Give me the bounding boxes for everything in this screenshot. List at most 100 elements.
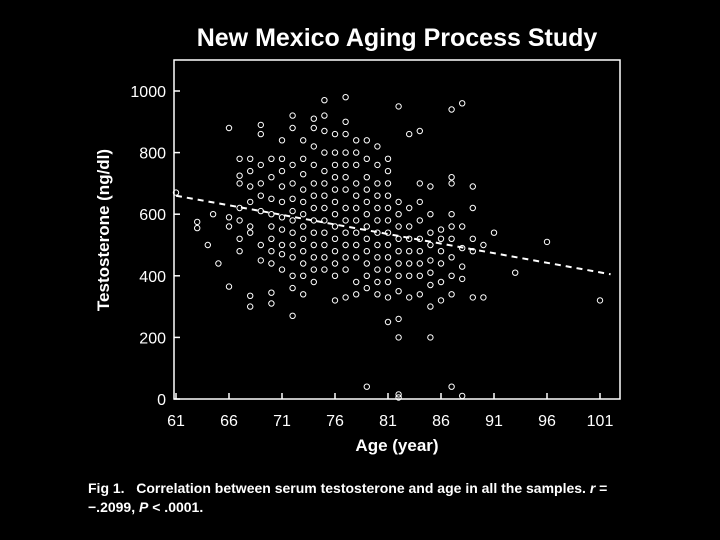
data-point xyxy=(331,198,339,206)
data-point xyxy=(247,229,254,236)
data-point xyxy=(331,149,339,156)
data-point xyxy=(363,223,370,230)
data-point xyxy=(268,289,275,296)
data-point xyxy=(278,226,286,233)
data-point xyxy=(268,174,275,181)
data-point xyxy=(416,291,423,298)
data-point xyxy=(363,260,370,267)
data-point xyxy=(310,217,317,224)
data-point xyxy=(342,174,349,181)
data-point xyxy=(395,211,402,218)
data-point xyxy=(374,217,381,224)
data-point xyxy=(406,272,413,279)
data-point xyxy=(194,224,201,232)
data-point xyxy=(247,292,254,299)
data-point xyxy=(353,291,360,298)
data-point xyxy=(363,248,370,255)
data-point xyxy=(353,180,360,187)
data-point xyxy=(331,211,339,218)
data-point xyxy=(459,275,466,283)
data-point xyxy=(384,278,392,286)
data-point xyxy=(225,124,233,132)
data-point xyxy=(374,204,381,212)
data-point xyxy=(406,235,413,243)
data-point xyxy=(289,195,296,203)
data-point xyxy=(480,294,487,301)
x-tick-label: 81 xyxy=(379,413,397,430)
data-point xyxy=(395,103,402,110)
data-point xyxy=(363,211,370,218)
data-point xyxy=(363,383,370,390)
data-point xyxy=(395,198,402,206)
data-point xyxy=(353,161,360,169)
data-point xyxy=(310,204,317,212)
data-point xyxy=(268,195,275,203)
data-point xyxy=(289,124,296,132)
data-point xyxy=(278,241,286,249)
data-point xyxy=(331,235,339,243)
data-point xyxy=(363,174,370,181)
y-tick-label: 800 xyxy=(139,146,166,163)
caption-r-symbol: r xyxy=(589,480,596,496)
data-point xyxy=(289,284,296,292)
data-point xyxy=(300,291,307,298)
data-point xyxy=(406,130,413,138)
data-point xyxy=(247,198,254,206)
data-point xyxy=(268,235,275,243)
data-point xyxy=(331,272,339,279)
data-point xyxy=(310,124,317,132)
data-point xyxy=(384,294,392,301)
data-point xyxy=(437,235,445,243)
data-point xyxy=(225,214,233,221)
data-point xyxy=(374,192,381,199)
data-point xyxy=(225,223,233,230)
data-point xyxy=(236,235,243,243)
x-tick-label: 86 xyxy=(432,413,450,430)
data-point xyxy=(384,155,392,163)
data-point xyxy=(331,297,339,304)
data-point xyxy=(289,112,296,119)
data-point xyxy=(448,106,455,113)
data-point xyxy=(469,204,476,212)
data-point xyxy=(310,278,317,286)
data-point xyxy=(384,318,392,326)
data-point xyxy=(236,217,243,224)
data-point xyxy=(257,192,264,199)
data-point xyxy=(353,229,360,236)
data-point xyxy=(384,180,392,187)
data-point xyxy=(310,241,317,249)
data-point xyxy=(289,161,296,169)
data-point xyxy=(321,241,328,249)
data-point xyxy=(395,272,402,279)
data-point xyxy=(395,315,402,323)
data-point xyxy=(278,266,286,273)
data-point xyxy=(353,278,360,286)
data-point xyxy=(321,204,328,212)
x-tick-label: 96 xyxy=(538,413,556,430)
data-point xyxy=(331,174,339,181)
data-point xyxy=(289,207,296,215)
data-point xyxy=(395,235,402,243)
data-point xyxy=(384,204,392,212)
data-point xyxy=(363,284,370,292)
data-point xyxy=(268,260,275,267)
data-point xyxy=(384,167,392,175)
data-point xyxy=(321,217,328,224)
data-point xyxy=(300,186,307,193)
data-point xyxy=(342,94,349,101)
data-point xyxy=(310,143,317,150)
data-point xyxy=(406,248,413,255)
data-point xyxy=(172,189,180,196)
data-point xyxy=(268,300,275,307)
data-point xyxy=(310,254,317,261)
data-point xyxy=(310,180,317,187)
x-axis-label: Age (year) xyxy=(355,436,438,455)
trend-line xyxy=(175,194,611,276)
data-point xyxy=(289,241,296,249)
data-point xyxy=(225,283,233,290)
data-point xyxy=(353,137,360,144)
data-point xyxy=(310,115,317,122)
data-point xyxy=(353,254,360,261)
data-point xyxy=(427,183,434,190)
